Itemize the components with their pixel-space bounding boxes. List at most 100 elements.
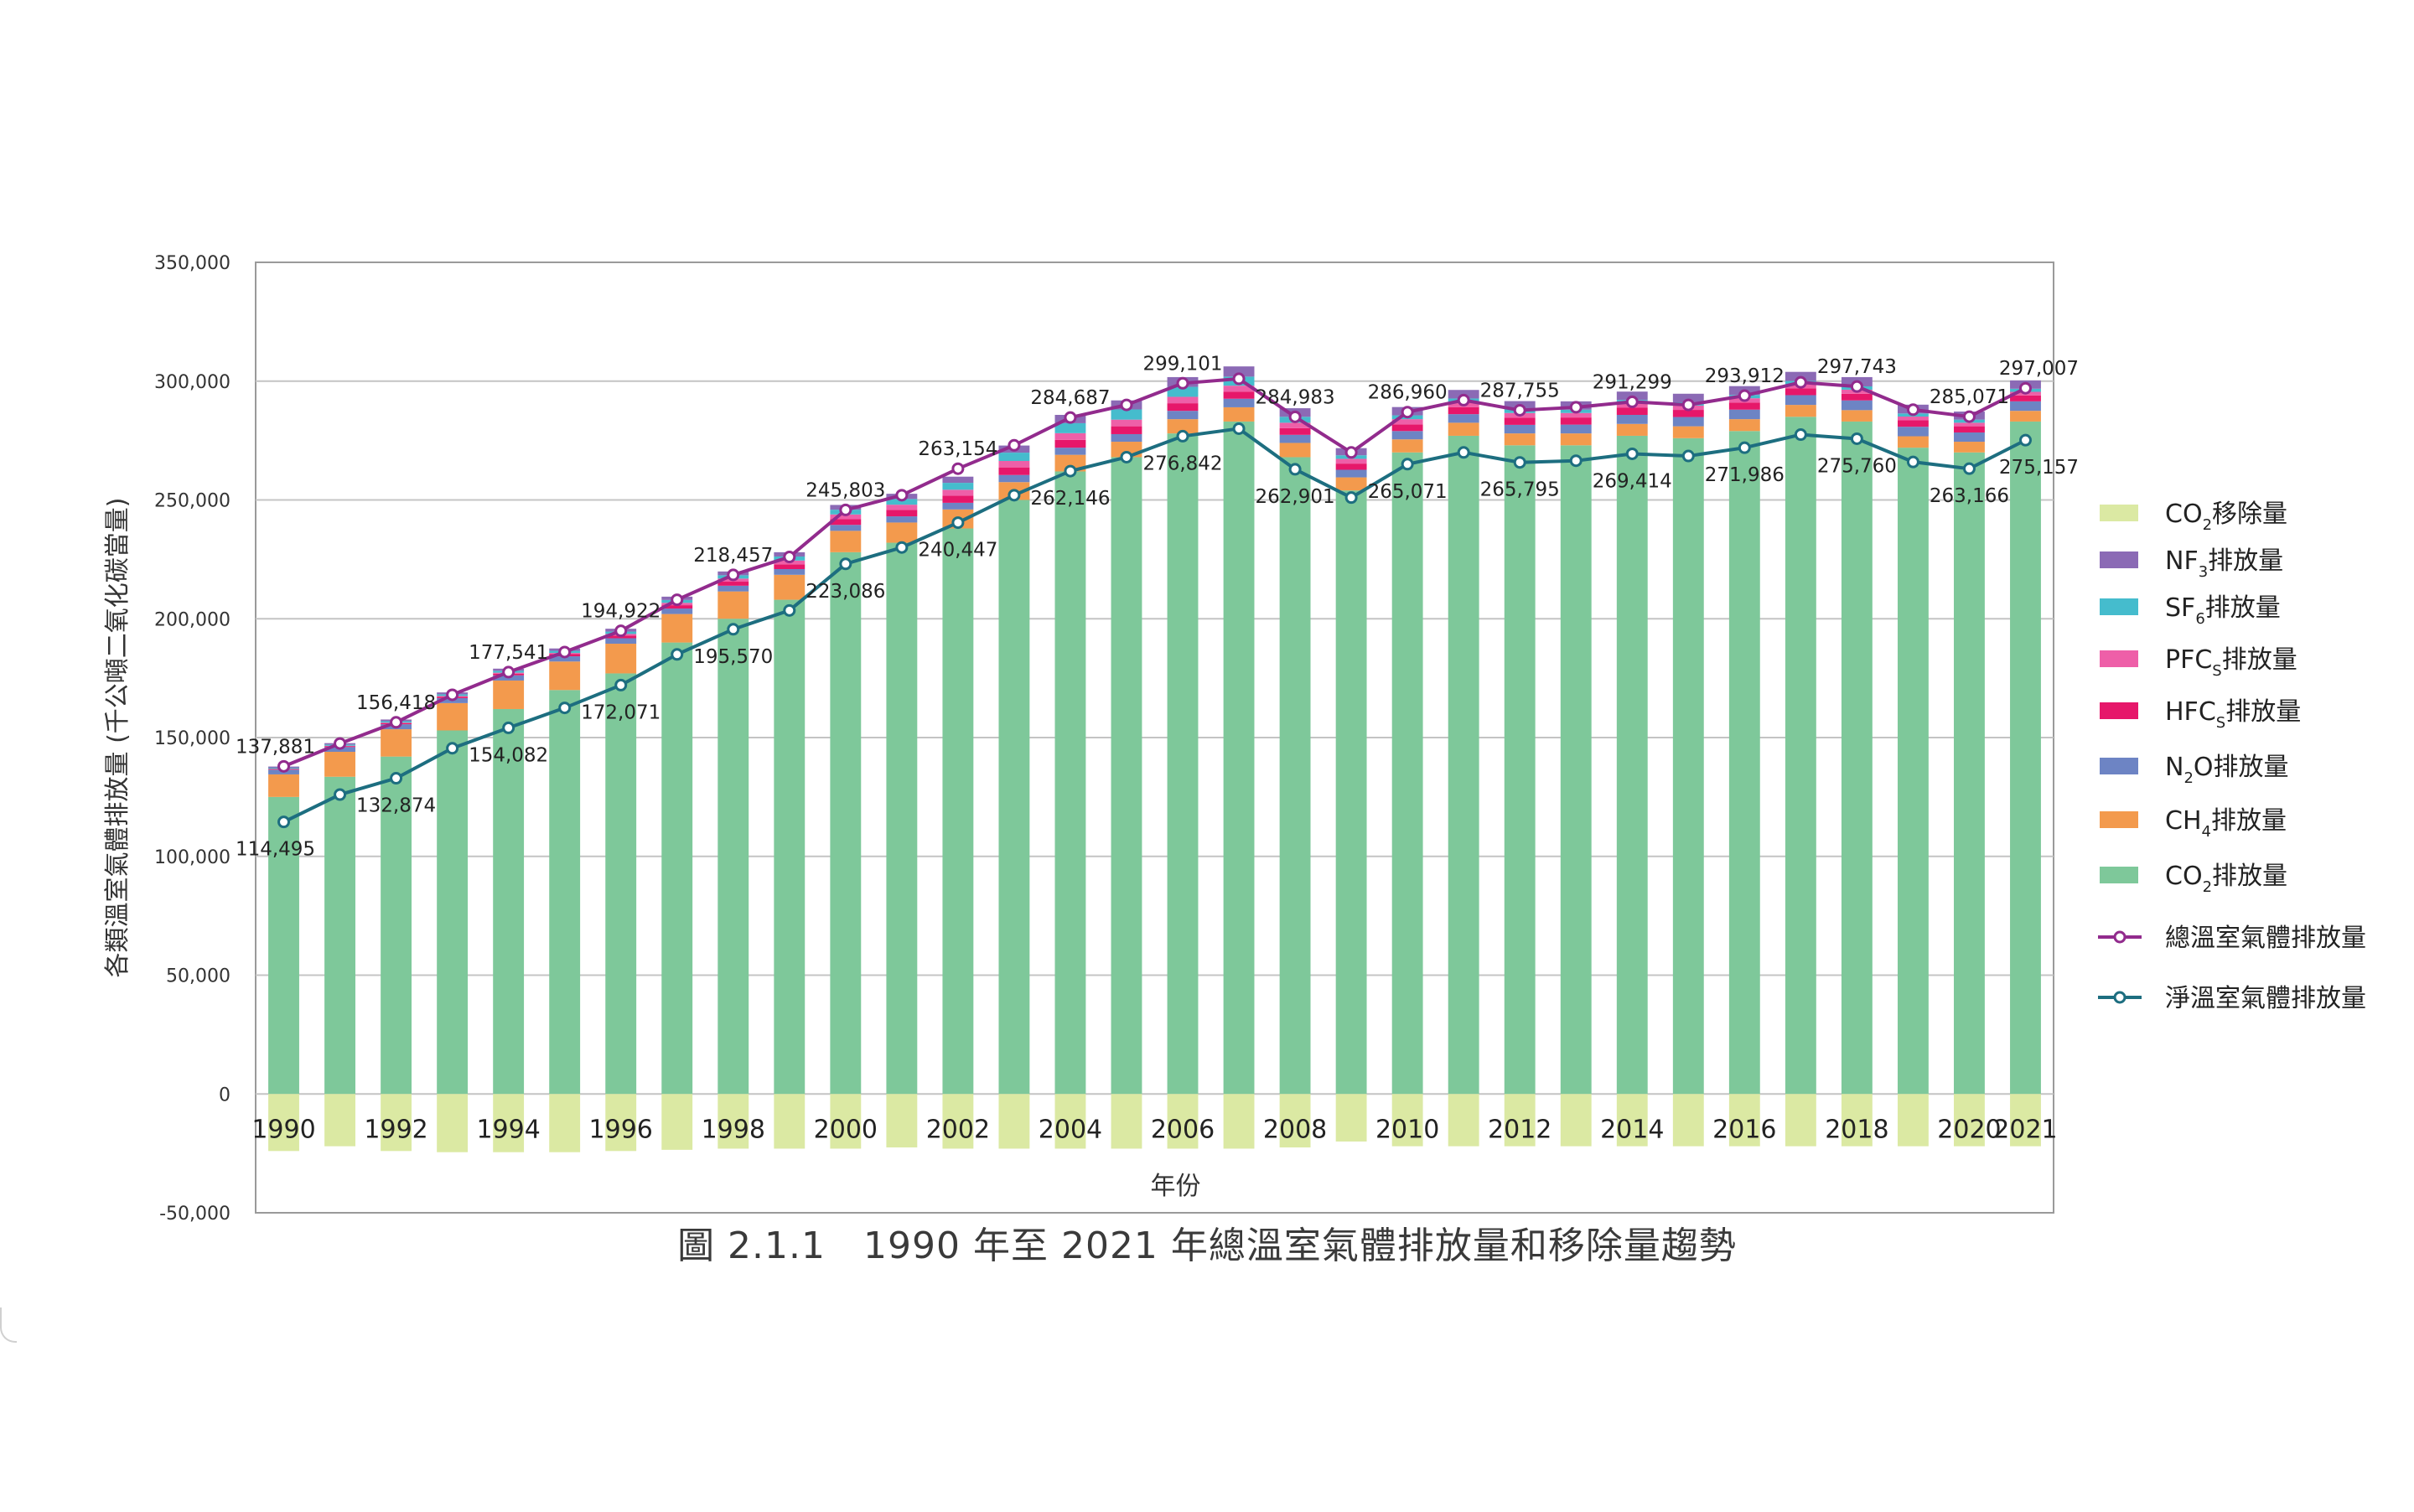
data-point — [616, 680, 626, 690]
data-label: 287,755 — [1480, 380, 1560, 401]
data-point — [1571, 402, 1581, 412]
bar-segment — [774, 600, 805, 1095]
legend-swatch — [2100, 811, 2138, 828]
bar-segment — [1898, 1094, 1929, 1146]
bar-segment — [437, 730, 468, 1094]
bar-segment — [998, 1094, 1029, 1148]
bar-segment — [1505, 433, 1536, 445]
bar-segment — [549, 661, 580, 690]
bar-segment — [1392, 439, 1423, 453]
bar-segment — [1168, 411, 1199, 419]
data-label: 218,457 — [693, 545, 773, 567]
bar-segment — [1729, 419, 1760, 431]
data-point — [1009, 490, 1019, 500]
bar-segment — [1448, 1094, 1479, 1146]
data-label: 275,760 — [1817, 455, 1897, 477]
data-label: 263,166 — [1930, 485, 2009, 507]
data-point — [1739, 391, 1749, 401]
data-point — [1122, 400, 1132, 410]
bar-segment — [830, 552, 861, 1094]
data-point — [1908, 405, 1918, 415]
bar-segment — [942, 483, 973, 489]
bar-segment — [1224, 1094, 1255, 1148]
data-point — [560, 703, 570, 713]
bar-segment — [1561, 1094, 1592, 1146]
legend-swatch — [2100, 650, 2138, 667]
data-point — [953, 518, 963, 528]
data-point — [1065, 412, 1075, 422]
data-point — [1458, 395, 1469, 405]
legend-label: N2O排放量 — [2165, 753, 2289, 787]
data-label: 297,007 — [1999, 358, 2079, 380]
bar-segment — [1280, 457, 1311, 1094]
legend-swatch — [2100, 702, 2138, 719]
data-point — [2020, 435, 2030, 445]
bar-segment — [1785, 395, 1816, 405]
bar-segment — [1617, 415, 1648, 424]
bar-segment — [1898, 437, 1929, 448]
legend-label: NF3排放量 — [2165, 546, 2283, 581]
data-label: 269,414 — [1593, 470, 1672, 492]
bar-segment — [886, 522, 917, 542]
legend-swatch — [2100, 758, 2138, 774]
data-label: 271,986 — [1705, 464, 1785, 486]
data-point — [785, 605, 795, 615]
bar-segment — [1561, 445, 1592, 1094]
bar-segment — [998, 453, 1029, 461]
bar-segment — [1785, 405, 1816, 417]
x-tick-label: 2014 — [1600, 1115, 1664, 1144]
bar-segment — [1055, 433, 1086, 440]
data-point — [1122, 452, 1132, 462]
data-label: 291,299 — [1593, 371, 1672, 393]
data-label: 293,912 — [1705, 365, 1785, 387]
bar-segment — [1336, 490, 1367, 1094]
bar-segment — [1055, 448, 1086, 455]
bar-segment — [493, 681, 524, 709]
x-tick-label: 1998 — [702, 1115, 765, 1144]
legend-marker — [2115, 992, 2125, 1002]
bar-segment — [998, 468, 1029, 475]
bar-segment — [1280, 435, 1311, 443]
bar-segment — [886, 516, 917, 522]
data-point — [1178, 378, 1188, 388]
bar-segment — [1785, 1094, 1816, 1146]
y-tick-label: 200,000 — [154, 609, 231, 630]
data-label: 240,447 — [918, 540, 997, 562]
data-point — [560, 647, 570, 657]
bar-segment — [1505, 417, 1536, 425]
data-point — [1739, 443, 1749, 453]
bar-segment — [1842, 410, 1873, 422]
bar-segment — [1336, 1094, 1367, 1142]
bar-segment — [1168, 433, 1199, 1094]
bar-segment — [1673, 427, 1704, 438]
bar-segment — [1168, 403, 1199, 411]
y-tick-label: 350,000 — [154, 253, 231, 274]
bar-segment — [268, 774, 299, 797]
data-label: 286,960 — [1368, 382, 1448, 404]
data-point — [1964, 463, 1974, 474]
bar-segment — [1055, 471, 1086, 1094]
data-label: 223,086 — [806, 581, 885, 603]
bar-segment — [1729, 402, 1760, 410]
data-point — [841, 559, 851, 569]
data-label: 265,071 — [1368, 481, 1448, 503]
data-label: 262,146 — [1030, 488, 1110, 510]
bar-segment — [942, 529, 973, 1095]
bar-segment — [1561, 413, 1592, 417]
bar-segment — [549, 1094, 580, 1152]
data-label: 114,495 — [236, 839, 315, 861]
bar-segment — [1954, 427, 1985, 432]
bar-segment — [1448, 436, 1479, 1094]
data-point — [1234, 374, 1244, 384]
bar-segment — [324, 752, 355, 777]
legend-label: PFCS排放量 — [2165, 645, 2297, 680]
bar-segment — [324, 1094, 355, 1146]
bar-segment — [1336, 469, 1367, 477]
bar-segment — [437, 703, 468, 731]
data-point — [672, 650, 682, 660]
bar-segment — [1954, 453, 1985, 1094]
bar-segment — [1336, 458, 1367, 463]
x-tick-label: 2002 — [926, 1115, 990, 1144]
bar-segment — [1898, 421, 1929, 427]
